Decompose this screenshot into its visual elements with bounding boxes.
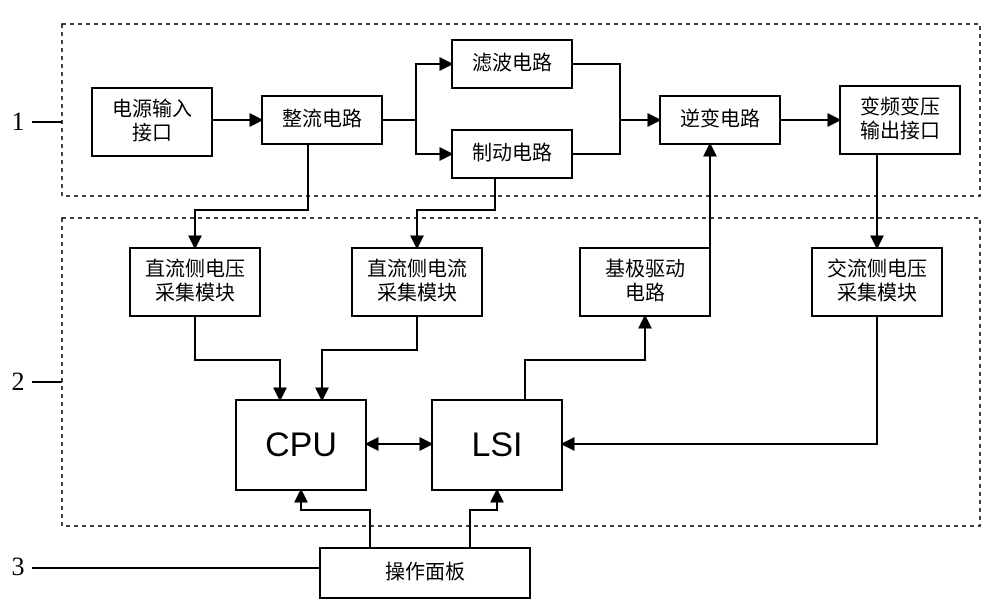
node-rectifier: 整流电路 — [262, 96, 382, 144]
node-dc_i: 直流侧电流采集模块 — [352, 248, 482, 316]
node-rectifier-line0: 整流电路 — [282, 107, 362, 130]
node-vf_out: 变频变压输出接口 — [840, 86, 960, 154]
node-dc_i-line1: 采集模块 — [377, 281, 457, 304]
side-label-s3: 3 — [12, 552, 25, 581]
block-diagram: 电源输入接口整流电路滤波电路制动电路逆变电路变频变压输出接口直流侧电压采集模块直… — [0, 0, 1000, 610]
e_brake_dci — [417, 178, 495, 248]
node-panel-line0: 操作面板 — [385, 560, 465, 583]
node-cpu-label: CPU — [265, 426, 337, 464]
e_panel_lsi — [470, 490, 497, 548]
node-lsi: LSI — [432, 400, 562, 490]
node-dc_v-line1: 采集模块 — [155, 281, 235, 304]
node-vf_out-line0: 变频变压 — [860, 95, 940, 118]
node-dc_v: 直流侧电压采集模块 — [130, 248, 260, 316]
node-filter-line0: 滤波电路 — [472, 51, 552, 74]
e_lsi_drv — [525, 316, 645, 400]
node-brake-line0: 制动电路 — [472, 141, 552, 164]
node-dc_v-line0: 直流侧电压 — [145, 257, 245, 280]
e_panel_cpu — [301, 490, 370, 548]
node-ac_v: 交流侧电压采集模块 — [812, 248, 942, 316]
nodes-layer: 电源输入接口整流电路滤波电路制动电路逆变电路变频变压输出接口直流侧电压采集模块直… — [92, 40, 960, 598]
node-brake: 制动电路 — [452, 130, 572, 178]
e_brake_merge — [572, 120, 620, 154]
node-panel: 操作面板 — [320, 548, 530, 598]
e_split_filter — [416, 64, 452, 120]
node-lsi-label: LSI — [471, 426, 522, 464]
side-label-s2: 2 — [12, 367, 25, 396]
node-inverter: 逆变电路 — [660, 96, 780, 144]
side-label-s1: 1 — [12, 107, 25, 136]
node-ac_v-line0: 交流侧电压 — [827, 257, 927, 280]
e_filter_merge — [572, 64, 620, 120]
node-base_drv: 基极驱动电路 — [580, 248, 710, 316]
node-power_in: 电源输入接口 — [92, 88, 212, 156]
e_split_brake — [416, 120, 452, 154]
node-ac_v-line1: 采集模块 — [837, 281, 917, 304]
node-cpu: CPU — [236, 400, 366, 490]
node-base_drv-line1: 电路 — [625, 281, 665, 304]
node-inverter-line0: 逆变电路 — [680, 107, 760, 130]
e_acv_lsi — [562, 316, 877, 444]
side-labels: 1 2 3 — [12, 107, 25, 581]
node-dc_i-line0: 直流侧电流 — [367, 257, 467, 280]
node-power_in-line1: 接口 — [132, 121, 172, 144]
node-power_in-line0: 电源输入 — [112, 97, 192, 120]
e_dcv_cpu — [195, 316, 280, 400]
e_dci_cpu — [322, 316, 417, 400]
node-filter: 滤波电路 — [452, 40, 572, 88]
node-vf_out-line1: 输出接口 — [860, 119, 940, 142]
node-base_drv-line0: 基极驱动 — [605, 257, 685, 280]
